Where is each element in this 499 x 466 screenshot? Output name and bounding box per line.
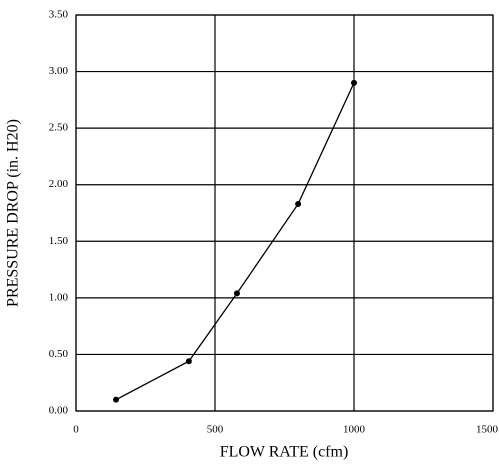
data-point [295, 200, 302, 207]
y-axis-title: PRESSURE DROP (in. H20) [5, 119, 22, 307]
y-tick-label: 3.00 [49, 65, 69, 77]
x-axis-title: FLOW RATE (cfm) [220, 444, 349, 461]
x-tick-label: 0 [73, 424, 79, 436]
data-point [233, 290, 240, 297]
y-tick-label: 0.00 [49, 405, 69, 417]
y-tick-label: 2.00 [49, 178, 69, 190]
y-tick-label: 1.50 [49, 235, 69, 247]
data-point [113, 396, 120, 403]
y-tick-label: 2.50 [49, 122, 69, 134]
y-tick-label: 0.50 [49, 348, 69, 360]
x-tick-label: 1000 [343, 424, 366, 436]
y-tick-label: 1.00 [49, 291, 69, 303]
data-point [185, 358, 192, 365]
data-point [351, 79, 357, 86]
x-tick-label: 500 [207, 424, 224, 436]
x-tick-label: 1500 [476, 424, 499, 436]
plot-frame [75, 14, 494, 412]
y-tick-label: 3.50 [49, 9, 69, 21]
